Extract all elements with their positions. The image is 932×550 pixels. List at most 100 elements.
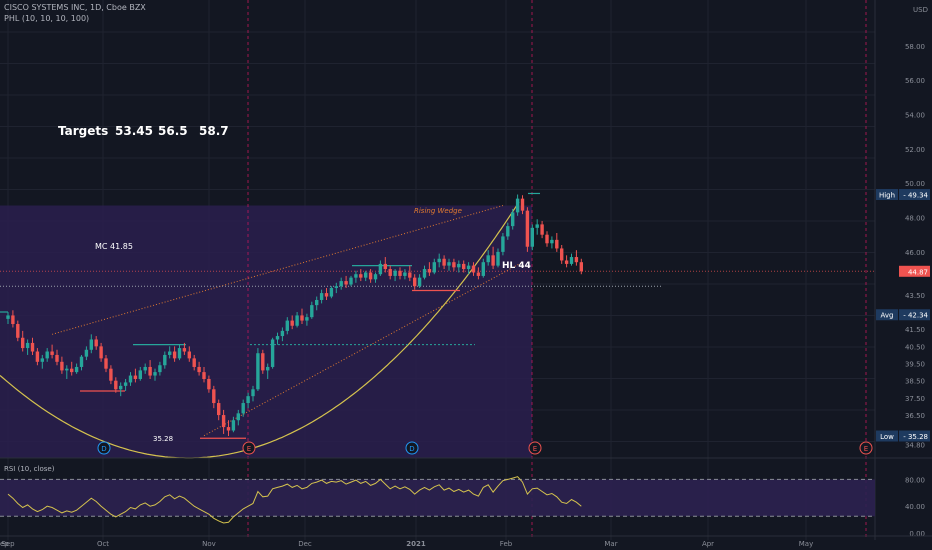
candle (506, 226, 510, 237)
candle (212, 389, 216, 404)
candle (290, 320, 294, 326)
candle (246, 396, 250, 404)
candle (466, 265, 471, 270)
price-tick-label: 54.00 (905, 111, 925, 119)
candle (462, 263, 466, 270)
candle (520, 198, 525, 211)
event-marker[interactable] (405, 441, 419, 455)
price-tick-label: 34.80 (905, 441, 925, 449)
rsi-label: RSI (10, close) (4, 465, 55, 473)
candle (378, 263, 383, 275)
event-label: D (101, 445, 106, 453)
price-tick-label: 36.50 (905, 412, 925, 420)
candle (476, 272, 481, 276)
currency-label: USD (913, 6, 928, 14)
candle (109, 368, 113, 381)
event-label: E (247, 445, 251, 453)
candle (422, 269, 427, 278)
event-label: E (533, 445, 537, 453)
last-price-badge-value: 44.87 (908, 268, 928, 276)
wedge-lower-line (203, 261, 523, 437)
candle (432, 262, 436, 273)
price-tick-label: 40.50 (905, 343, 925, 351)
candle (266, 366, 270, 371)
candle (393, 270, 397, 276)
candle (55, 354, 59, 362)
candle (45, 351, 49, 359)
candle (25, 342, 30, 349)
candle (236, 413, 240, 421)
time-tick-label: Mar (604, 540, 617, 548)
candle (364, 272, 368, 278)
candle (452, 262, 456, 268)
candle (579, 262, 583, 272)
candle (471, 265, 476, 273)
candle (417, 277, 422, 287)
candle (21, 337, 25, 349)
candle (202, 372, 206, 379)
parabolic-curve (0, 201, 520, 459)
time-tick-label: Feb (500, 540, 513, 548)
chart-title: CISCO SYSTEMS INC, 1D, Cboe BZX (4, 3, 146, 12)
time-tick-label: Nov (202, 540, 216, 548)
candle (564, 260, 569, 264)
time-tick-label: Oct (97, 540, 109, 548)
time-tick-label: May (799, 540, 813, 548)
candle (84, 349, 89, 357)
candle (300, 315, 304, 321)
candle (177, 348, 182, 359)
candle (256, 353, 260, 390)
candle (329, 287, 334, 297)
price-tick-label: 50.00 (905, 180, 925, 188)
candle (525, 210, 530, 247)
candle (486, 255, 490, 263)
candle (324, 293, 329, 297)
candle (70, 368, 74, 373)
candle (555, 239, 559, 249)
candle (349, 277, 353, 285)
candle (94, 339, 98, 347)
candle (217, 403, 221, 416)
low-badge-box (899, 430, 930, 442)
last-price-badge-box (899, 265, 930, 277)
candle (270, 339, 275, 367)
price-tick-label: 58.00 (905, 43, 925, 51)
candle (481, 262, 485, 276)
candle (368, 272, 373, 280)
candle (138, 370, 142, 379)
event-marker[interactable] (97, 441, 111, 455)
event-marker[interactable] (528, 441, 542, 455)
candle (569, 257, 574, 264)
event-marker[interactable] (242, 441, 256, 455)
candle (550, 239, 554, 244)
price-tick-label: 41.50 (905, 326, 925, 334)
candle (261, 353, 265, 371)
candle (388, 269, 392, 276)
candle (79, 356, 84, 367)
candle (545, 234, 549, 244)
candle (89, 339, 93, 350)
candle (6, 315, 10, 319)
candle (143, 366, 147, 371)
candle (305, 317, 309, 321)
candle (408, 272, 412, 278)
rsi-band (0, 479, 875, 517)
hl-label: HL 44 (502, 261, 531, 271)
candle (383, 263, 387, 270)
candle (231, 420, 236, 431)
candle (339, 281, 343, 287)
candle (501, 236, 505, 252)
candle (50, 351, 54, 355)
candle (35, 351, 40, 362)
candle (530, 227, 534, 247)
candle (540, 224, 544, 235)
candle (163, 354, 167, 366)
candle (403, 272, 407, 276)
time-tick-partial: ep (0, 540, 9, 548)
candle (182, 348, 187, 352)
event-marker[interactable] (859, 441, 873, 455)
high-badge-value: - 49.34 (903, 192, 928, 200)
low-badge-value: - 35.28 (903, 433, 928, 441)
